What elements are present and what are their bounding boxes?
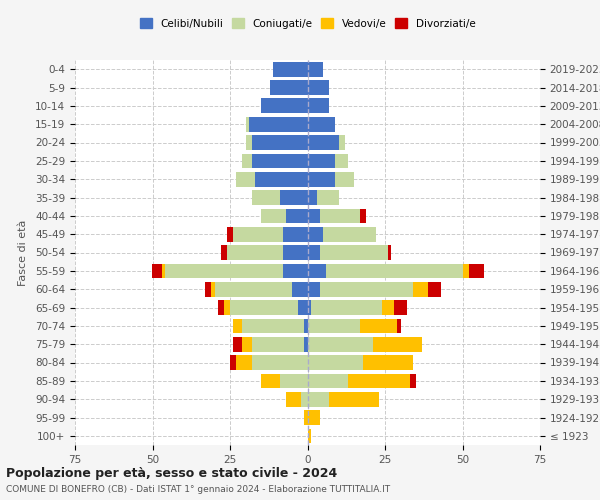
- Bar: [224, 300, 230, 315]
- Bar: [308, 392, 329, 406]
- Bar: [274, 62, 308, 76]
- Bar: [326, 264, 463, 278]
- Bar: [242, 154, 252, 168]
- Bar: [308, 190, 317, 205]
- Bar: [283, 245, 308, 260]
- Bar: [360, 318, 397, 333]
- Bar: [413, 282, 428, 296]
- Bar: [382, 300, 394, 315]
- Legend: Celibi/Nubili, Coniugati/e, Vedovi/e, Divorziati/e: Celibi/Nubili, Coniugati/e, Vedovi/e, Di…: [137, 15, 478, 32]
- Bar: [335, 172, 354, 186]
- Bar: [292, 282, 308, 296]
- Bar: [410, 374, 416, 388]
- Bar: [286, 392, 301, 406]
- Bar: [283, 227, 308, 242]
- Bar: [242, 337, 252, 351]
- Bar: [304, 318, 308, 333]
- Bar: [329, 392, 379, 406]
- Bar: [308, 428, 311, 443]
- Bar: [428, 282, 441, 296]
- Bar: [320, 208, 360, 223]
- Bar: [308, 98, 329, 113]
- Bar: [308, 154, 335, 168]
- Bar: [261, 208, 286, 223]
- Bar: [335, 154, 348, 168]
- Bar: [227, 245, 283, 260]
- Bar: [215, 282, 292, 296]
- Bar: [236, 172, 255, 186]
- Bar: [233, 337, 242, 351]
- Bar: [236, 355, 252, 370]
- Bar: [218, 300, 224, 315]
- Bar: [301, 392, 308, 406]
- Bar: [252, 154, 308, 168]
- Bar: [230, 355, 236, 370]
- Bar: [373, 337, 422, 351]
- Bar: [261, 98, 308, 113]
- Bar: [317, 190, 338, 205]
- Bar: [463, 264, 469, 278]
- Bar: [162, 264, 165, 278]
- Bar: [280, 190, 308, 205]
- Bar: [298, 300, 308, 315]
- Bar: [308, 337, 373, 351]
- Bar: [308, 172, 335, 186]
- Bar: [320, 245, 388, 260]
- Bar: [308, 300, 311, 315]
- Bar: [304, 337, 308, 351]
- Bar: [252, 355, 308, 370]
- Bar: [252, 337, 304, 351]
- Y-axis label: Fasce di età: Fasce di età: [18, 220, 28, 286]
- Bar: [308, 374, 348, 388]
- Bar: [469, 264, 484, 278]
- Bar: [165, 264, 283, 278]
- Bar: [245, 135, 252, 150]
- Bar: [227, 227, 233, 242]
- Bar: [360, 208, 367, 223]
- Bar: [233, 318, 242, 333]
- Bar: [205, 282, 211, 296]
- Bar: [252, 135, 308, 150]
- Bar: [152, 264, 162, 278]
- Bar: [271, 80, 308, 95]
- Bar: [308, 135, 338, 150]
- Bar: [248, 117, 308, 132]
- Bar: [280, 374, 308, 388]
- Bar: [364, 355, 413, 370]
- Bar: [311, 300, 382, 315]
- Bar: [323, 227, 376, 242]
- Bar: [338, 135, 344, 150]
- Text: COMUNE DI BONEFRO (CB) - Dati ISTAT 1° gennaio 2024 - Elaborazione TUTTITALIA.IT: COMUNE DI BONEFRO (CB) - Dati ISTAT 1° g…: [6, 485, 390, 494]
- Bar: [308, 318, 360, 333]
- Bar: [308, 410, 320, 425]
- Bar: [308, 62, 323, 76]
- Bar: [394, 300, 407, 315]
- Bar: [221, 245, 227, 260]
- Bar: [255, 172, 308, 186]
- Bar: [308, 117, 335, 132]
- Bar: [286, 208, 308, 223]
- Bar: [348, 374, 410, 388]
- Bar: [242, 318, 304, 333]
- Bar: [245, 117, 248, 132]
- Bar: [308, 208, 320, 223]
- Bar: [308, 227, 323, 242]
- Bar: [233, 227, 283, 242]
- Bar: [283, 264, 308, 278]
- Text: Popolazione per età, sesso e stato civile - 2024: Popolazione per età, sesso e stato civil…: [6, 468, 337, 480]
- Bar: [211, 282, 215, 296]
- Bar: [304, 410, 308, 425]
- Bar: [308, 80, 329, 95]
- Bar: [308, 245, 320, 260]
- Bar: [320, 282, 413, 296]
- Bar: [308, 355, 364, 370]
- Bar: [308, 282, 320, 296]
- Bar: [308, 264, 326, 278]
- Bar: [230, 300, 298, 315]
- Bar: [261, 374, 280, 388]
- Bar: [388, 245, 391, 260]
- Bar: [397, 318, 401, 333]
- Bar: [252, 190, 280, 205]
